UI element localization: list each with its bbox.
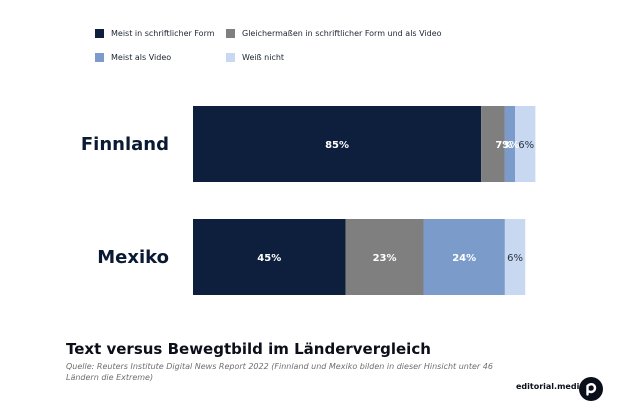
bar-chart: Finnland 85% 7%3%6%Mexiko 45% 23% 24% 6% (81, 106, 536, 295)
bar-segment (193, 106, 482, 182)
bar-segment (515, 106, 536, 182)
legend-swatch (226, 29, 235, 38)
legend-item-video: Meist als Video (95, 53, 171, 62)
legend-label: Meist als Video (111, 53, 172, 62)
legend-label: Meist in schriftlicher Form (111, 29, 215, 38)
legend-swatch (95, 29, 104, 38)
bar-segment (345, 219, 424, 295)
brand-name: editorial.media (516, 382, 585, 391)
chart-subtitle: Quelle: Reuters Institute Digital News R… (66, 362, 493, 382)
bar-segment (423, 219, 505, 295)
legend-swatch (226, 53, 235, 62)
bar-segment (481, 106, 505, 182)
legend-item-equal: Gleichermaßen in schriftlicher Form und … (226, 29, 442, 38)
legend-swatch (95, 53, 104, 62)
category-label: Finnland (81, 134, 169, 155)
bar-segment (504, 106, 516, 182)
data-label: 6% (507, 253, 523, 264)
legend-item-written: Meist in schriftlicher Form (95, 29, 215, 38)
data-label: 23% (373, 253, 397, 264)
legend-item-dont-know: Weiß nicht (226, 53, 284, 62)
data-label: 7% (495, 140, 512, 151)
data-label: 85% (325, 140, 349, 151)
editorial-media-logo-icon (579, 377, 603, 401)
chart-title: Text versus Bewegtbild im Ländervergleic… (66, 340, 431, 358)
data-label: 6% (518, 140, 534, 151)
data-label: 45% (257, 253, 281, 264)
data-label: 3% (502, 140, 519, 151)
bar-segment (504, 219, 526, 295)
data-label: 24% (452, 253, 476, 264)
bar-segment (193, 219, 346, 295)
category-label: Mexiko (97, 247, 169, 268)
legend-label: Weiß nicht (242, 53, 285, 62)
legend-label: Gleichermaßen in schriftlicher Form und … (242, 29, 442, 38)
